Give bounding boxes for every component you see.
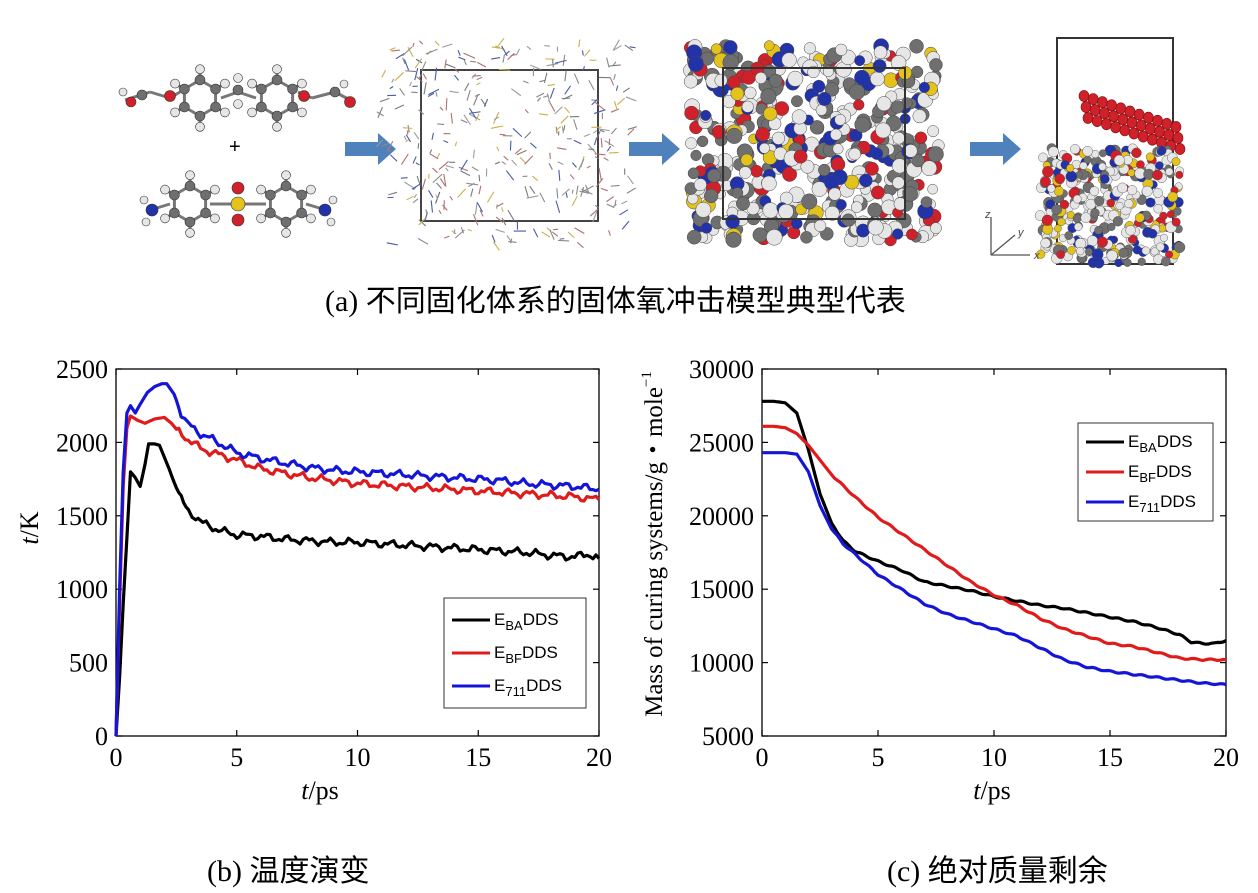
series-line-bf [114, 414, 601, 737]
legend-label: EBADDS [494, 610, 559, 633]
arrow-icon [970, 133, 1021, 165]
x-tick-label: 10 [345, 743, 371, 772]
arrow-icon [629, 133, 680, 165]
legend-label: EBADDS [1128, 432, 1193, 455]
arrow-icon [345, 133, 396, 165]
dds-molecule [139, 170, 338, 238]
chart-c-xlabel: t/ps [973, 776, 1011, 805]
oxygen-impact-model [1034, 37, 1186, 269]
space-filling-model [683, 38, 945, 248]
y-tick-label: 1000 [56, 575, 108, 604]
caption-b: (b) 温度演变 [207, 855, 370, 888]
plus-sign: + [229, 136, 241, 158]
series-line-711 [762, 451, 1227, 687]
panel-a-illustration: + z y x [118, 37, 1186, 269]
legend-label: E711DDS [494, 676, 562, 699]
y-tick-label: 0 [95, 722, 108, 751]
series-line-ba [114, 442, 601, 737]
caption-a: (a) 不同固化体系的固体氧冲击模型典型代表 [325, 285, 906, 318]
crosslinked-stick-model [376, 37, 637, 251]
y-tick-label: 5000 [702, 722, 754, 751]
x-tick-label: 0 [110, 743, 123, 772]
x-tick-label: 5 [230, 743, 243, 772]
chart-c: 0 5 10 15 20 5000 10000 15000 20000 25000 30000 Ma… [639, 355, 1239, 805]
y-tick-label: 10000 [689, 649, 754, 678]
x-tick-label: 20 [1213, 743, 1239, 772]
y-tick-label: 1500 [56, 502, 108, 531]
x-tick-label: 20 [586, 743, 612, 772]
x-tick-label: 15 [1097, 743, 1123, 772]
series-line-711 [114, 382, 600, 737]
y-tick-label: 500 [69, 649, 108, 678]
y-tick-label: 2500 [56, 355, 108, 384]
y-tick-label: 2000 [56, 428, 108, 457]
chart-c-ylabel: Mass of curing systems/g・mole−1 [639, 371, 668, 717]
chart-b-legend: EBADDS EBFDDS E711DDS [443, 597, 587, 709]
y-tick-label: 20000 [689, 502, 754, 531]
axis-label-x: x [1033, 250, 1040, 262]
legend-label: E711DDS [1128, 492, 1196, 515]
caption-c: (c) 绝对质量剩余 [887, 855, 1108, 888]
y-tick-label: 25000 [689, 428, 754, 457]
y-tick-label: 30000 [689, 355, 754, 384]
epoxy-molecule [118, 64, 356, 132]
x-tick-label: 0 [756, 743, 769, 772]
legend-label: EBFDDS [1128, 462, 1192, 485]
chart-b: 0 5 10 15 20 0 500 1000 1500 2000 2500 t/K t/ps EB… [15, 355, 612, 805]
series-line-bf [762, 424, 1227, 662]
x-tick-label: 10 [981, 743, 1007, 772]
x-tick-label: 5 [872, 743, 885, 772]
chart-b-ylabel: t/K [15, 511, 44, 544]
axis-label-z: z [984, 209, 991, 221]
y-tick-label: 15000 [689, 575, 754, 604]
x-tick-label: 15 [465, 743, 491, 772]
coordinate-axes-icon [990, 217, 1030, 256]
legend-label: EBFDDS [494, 643, 558, 666]
axis-label-y: y [1017, 227, 1025, 239]
chart-c-legend: EBADDS EBFDDS E711DDS [1077, 422, 1214, 522]
chart-b-xlabel: t/ps [301, 776, 339, 805]
